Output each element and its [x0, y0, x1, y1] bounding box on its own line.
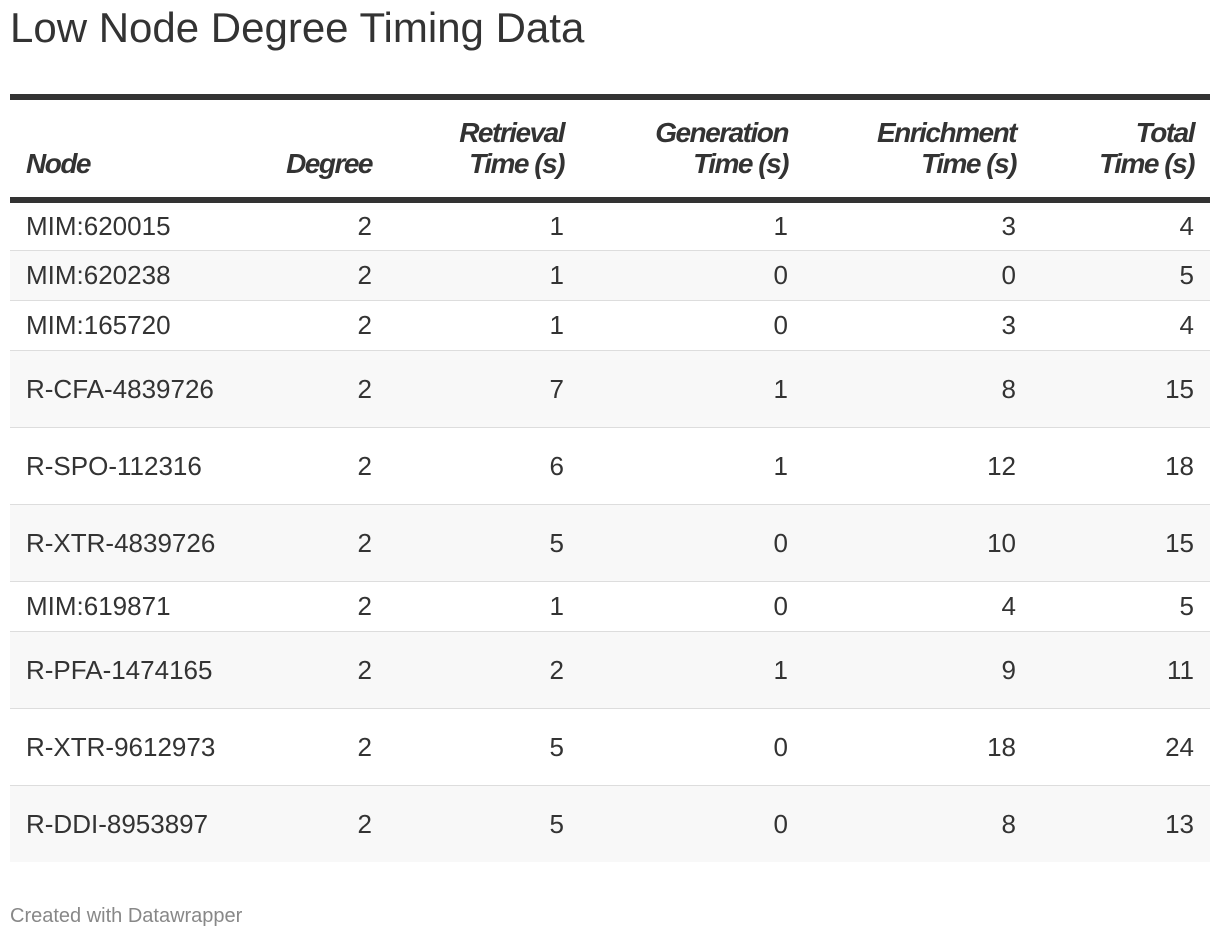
cell-degree: 2 [232, 427, 388, 505]
column-header-line: Degree [286, 148, 373, 179]
cell-node: MIM:620015 [10, 200, 232, 251]
table-row: MIM:165720 2 1 0 3 4 [10, 300, 1210, 351]
table-row: MIM:620015 2 1 1 3 4 [10, 200, 1210, 251]
column-header-enrichment: Enrichment Time (s) [804, 97, 1032, 200]
table-body: MIM:620015 2 1 1 3 4 MIM:620238 2 1 0 0 5 MIM:165720… [10, 200, 1210, 862]
cell-retrieval: 6 [388, 427, 580, 505]
cell-retrieval: 1 [388, 300, 580, 351]
cell-generation: 0 [580, 300, 804, 351]
cell-degree: 2 [232, 504, 388, 582]
cell-enrichment: 8 [1001, 808, 1016, 839]
cell-generation: 1 [580, 350, 804, 428]
table-row: R-PFA-1474165 2 2 1 9 11 [10, 631, 1210, 709]
cell-generation: 1 [580, 427, 804, 505]
cell-degree: 2 [357, 808, 372, 839]
cell-node: R-CFA-4839726 [10, 350, 232, 428]
column-header-generation: Generation Time (s) [580, 97, 804, 200]
cell-generation: 1 [580, 631, 804, 709]
cell-total: 11 [1032, 631, 1210, 709]
cell-total: 5 [1032, 581, 1210, 632]
table-header: Node Degree Retrieval Time (s) Generation Tim… [10, 97, 1210, 200]
cell-retrieval: 1 [388, 581, 580, 632]
cell-node: R-DDI-8953897 [26, 808, 209, 839]
cell-generation: 0 [580, 250, 804, 301]
cell-total: 4 [1032, 300, 1210, 351]
cell-enrichment: 3 [804, 300, 1032, 351]
cell-total: 15 [1032, 350, 1210, 428]
cell-enrichment: 10 [804, 504, 1032, 582]
cell-total: 4 [1032, 200, 1210, 251]
column-header-line: Node [26, 148, 92, 179]
cell-degree: 2 [232, 708, 388, 786]
column-header-line: Time (s) [921, 148, 1017, 179]
cell-node: MIM:620238 [10, 250, 232, 301]
cell-degree: 2 [232, 631, 388, 709]
header-row: Node Degree Retrieval Time (s) Generation Tim… [10, 97, 1210, 200]
cell-total: 24 [1032, 708, 1210, 786]
column-header-line: Time (s) [469, 148, 565, 179]
cell-retrieval: 2 [388, 631, 580, 709]
cell-node: MIM:619871 [10, 581, 232, 632]
chart-title: Low Node Degree Timing Data [10, 4, 585, 51]
column-header-node: Node [10, 97, 232, 200]
cell-retrieval: 1 [388, 200, 580, 251]
table-row: R-DDI-8953897 2 5 0 8 13 [10, 785, 1210, 862]
cell-enrichment: 18 [804, 708, 1032, 786]
column-header-line: Enrichment [876, 117, 1018, 148]
cell-generation: 0 [773, 808, 788, 839]
cell-enrichment: 3 [804, 200, 1032, 251]
cell-degree: 2 [232, 300, 388, 351]
column-header-degree: Degree [232, 97, 388, 200]
cell-enrichment: 0 [804, 250, 1032, 301]
cell-node: MIM:165720 [10, 300, 232, 351]
column-header-retrieval: Retrieval Time (s) [388, 97, 580, 200]
cell-retrieval: 1 [388, 250, 580, 301]
cell-generation: 1 [580, 200, 804, 251]
table-row: R-SPO-112316 2 6 1 12 18 [10, 427, 1210, 505]
datawrapper-credit[interactable]: Created with Datawrapper [10, 905, 243, 927]
column-header-total: Total Time (s) [1032, 97, 1210, 200]
cell-node: R-SPO-112316 [10, 427, 232, 505]
column-header-line: Time (s) [693, 148, 789, 179]
cell-total: 18 [1032, 427, 1210, 505]
table-row: MIM:619871 2 1 0 4 5 [10, 581, 1210, 632]
cell-total: 5 [1032, 250, 1210, 301]
cell-enrichment: 12 [804, 427, 1032, 505]
cell-enrichment: 8 [804, 350, 1032, 428]
cell-total: 15 [1032, 504, 1210, 582]
cell-generation: 0 [580, 708, 804, 786]
cell-generation: 0 [580, 504, 804, 582]
cell-retrieval: 7 [388, 350, 580, 428]
table-row: R-XTR-4839726 2 5 0 10 15 [10, 504, 1210, 582]
cell-retrieval: 5 [549, 808, 564, 839]
cell-node: R-PFA-1474165 [10, 631, 232, 709]
cell-enrichment: 9 [804, 631, 1032, 709]
cell-degree: 2 [232, 350, 388, 428]
data-table-container: Node Degree Retrieval Time (s) Generation Tim… [10, 94, 1210, 862]
table-row: MIM:620238 2 1 0 0 5 [10, 250, 1210, 301]
cell-retrieval: 5 [388, 708, 580, 786]
column-header-line: Generation [655, 117, 789, 148]
cell-retrieval: 5 [388, 504, 580, 582]
column-header-line: Time (s) [1099, 148, 1195, 179]
cell-degree: 2 [232, 581, 388, 632]
table-row: R-CFA-4839726 2 7 1 8 15 [10, 350, 1210, 428]
column-header-line: Retrieval [459, 117, 565, 148]
cell-enrichment: 4 [804, 581, 1032, 632]
cell-total: 13 [1165, 808, 1194, 839]
timing-data-table: Node Degree Retrieval Time (s) Generation Tim… [10, 94, 1210, 862]
cell-node: R-XTR-9612973 [10, 708, 232, 786]
cell-degree: 2 [232, 250, 388, 301]
table-row: R-XTR-9612973 2 5 0 18 24 [10, 708, 1210, 786]
cell-node: R-XTR-4839726 [10, 504, 232, 582]
cell-generation: 0 [580, 581, 804, 632]
column-header-line: Total [1135, 117, 1196, 148]
cell-degree: 2 [232, 200, 388, 251]
